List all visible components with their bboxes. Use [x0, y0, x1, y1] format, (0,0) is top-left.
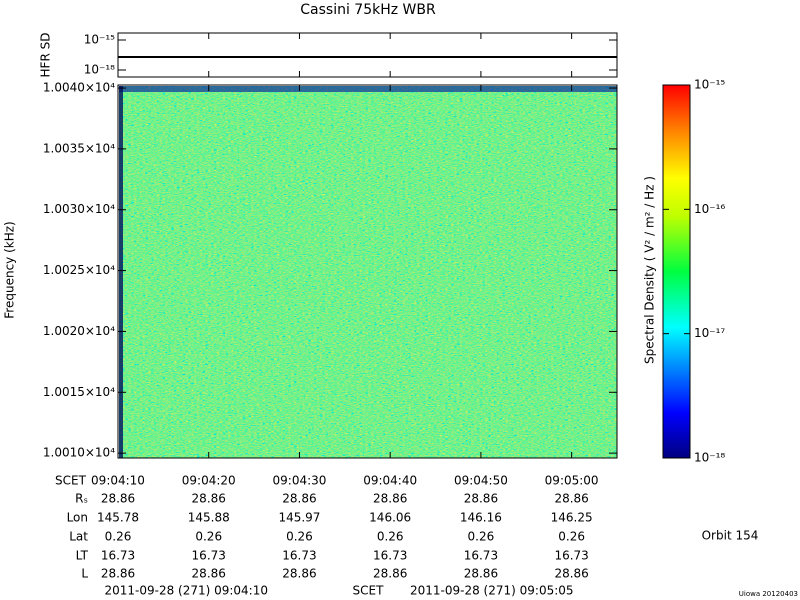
- panel-frame: [117, 84, 618, 459]
- table-cell: 0.26: [195, 530, 222, 544]
- y-tick-label: 1.0025×10⁴: [43, 263, 115, 277]
- table-cell: 146.06: [369, 511, 411, 525]
- table-cell: 28.86: [192, 567, 226, 581]
- row-label: Lon: [67, 511, 88, 525]
- footer-start: 2011-09-28 (271) 09:04:10: [104, 584, 268, 598]
- spectrogram-edge: [119, 86, 617, 92]
- y-tick-label: 1.0010×10⁴: [43, 446, 115, 460]
- table-cell: 145.88: [188, 511, 230, 525]
- table-cell: 28.86: [282, 567, 316, 581]
- table-cell: 0.26: [377, 530, 404, 544]
- y-axis-label: HFR SD: [39, 33, 53, 78]
- y-tick-label: 10⁻¹⁸: [84, 63, 115, 77]
- row-label: SCET: [55, 474, 87, 488]
- table-cell: 145.97: [278, 511, 320, 525]
- table-cell: 28.86: [101, 567, 135, 581]
- y-tick-label: 1.0015×10⁴: [43, 385, 115, 399]
- panel-frame: [117, 32, 618, 78]
- table-cell: 16.73: [282, 549, 316, 563]
- y-tick-label: 1.0035×10⁴: [43, 141, 115, 155]
- table-cell: 16.73: [192, 549, 226, 563]
- table-cell: 16.73: [554, 549, 588, 563]
- table-cell: 16.73: [464, 549, 498, 563]
- footer-label: SCET: [353, 584, 385, 598]
- row-label: L: [81, 567, 88, 581]
- table-cell: 28.86: [464, 567, 498, 581]
- x-tick-label: 09:04:20: [182, 474, 236, 488]
- table-cell: 0.26: [558, 530, 585, 544]
- colorbar-label: Spectral Density ( V² / m² / Hz ): [643, 176, 657, 364]
- y-tick-label: 1.0020×10⁴: [43, 324, 115, 338]
- credit: Uiowa 20120403: [739, 590, 798, 598]
- spectrogram-edge: [119, 86, 123, 458]
- table-cell: 28.86: [554, 567, 588, 581]
- row-label: Rₛ: [75, 492, 88, 506]
- table-cell: 28.86: [192, 492, 226, 506]
- x-tick-label: 09:04:40: [363, 474, 417, 488]
- table-cell: 146.25: [551, 511, 593, 525]
- table-cell: 28.86: [373, 492, 407, 506]
- y-tick-label: 10⁻¹⁸: [694, 451, 725, 465]
- spectrogram: [119, 86, 617, 458]
- x-tick-label: 09:04:30: [273, 474, 327, 488]
- y-tick-label: 10⁻¹⁵: [84, 32, 115, 46]
- table-cell: 0.26: [468, 530, 495, 544]
- x-tick-label: 09:04:10: [91, 474, 145, 488]
- y-tick-label: 10⁻¹⁵: [694, 78, 725, 92]
- table-cell: 145.78: [97, 511, 139, 525]
- x-tick-label: 09:05:00: [545, 474, 599, 488]
- table-cell: 28.86: [464, 492, 498, 506]
- table-cell: 28.86: [373, 567, 407, 581]
- y-tick-label: 1.0040×10⁴: [43, 81, 115, 95]
- panel-frame: [662, 84, 691, 459]
- table-cell: 0.26: [105, 530, 132, 544]
- colorbar: [663, 85, 690, 458]
- table-cell: 28.86: [554, 492, 588, 506]
- x-tick-label: 09:04:50: [454, 474, 508, 488]
- y-tick-label: 10⁻¹⁶: [694, 202, 725, 216]
- y-tick-label: 1.0030×10⁴: [43, 202, 115, 216]
- table-cell: 146.16: [460, 511, 502, 525]
- chart-title: Cassini 75kHz WBR: [300, 2, 436, 18]
- table-cell: 0.26: [286, 530, 313, 544]
- table-cell: 28.86: [282, 492, 316, 506]
- table-cell: 28.86: [101, 492, 135, 506]
- footer-end: 2011-09-28 (271) 09:05:05: [410, 584, 574, 598]
- y-tick-label: 10⁻¹⁷: [694, 326, 725, 340]
- table-cell: 16.73: [101, 549, 135, 563]
- y-axis-label: Frequency (kHz): [3, 221, 17, 318]
- orbit: Orbit 154: [702, 529, 759, 543]
- row-label: Lat: [69, 530, 88, 544]
- row-label: LT: [76, 549, 89, 563]
- table-cell: 16.73: [373, 549, 407, 563]
